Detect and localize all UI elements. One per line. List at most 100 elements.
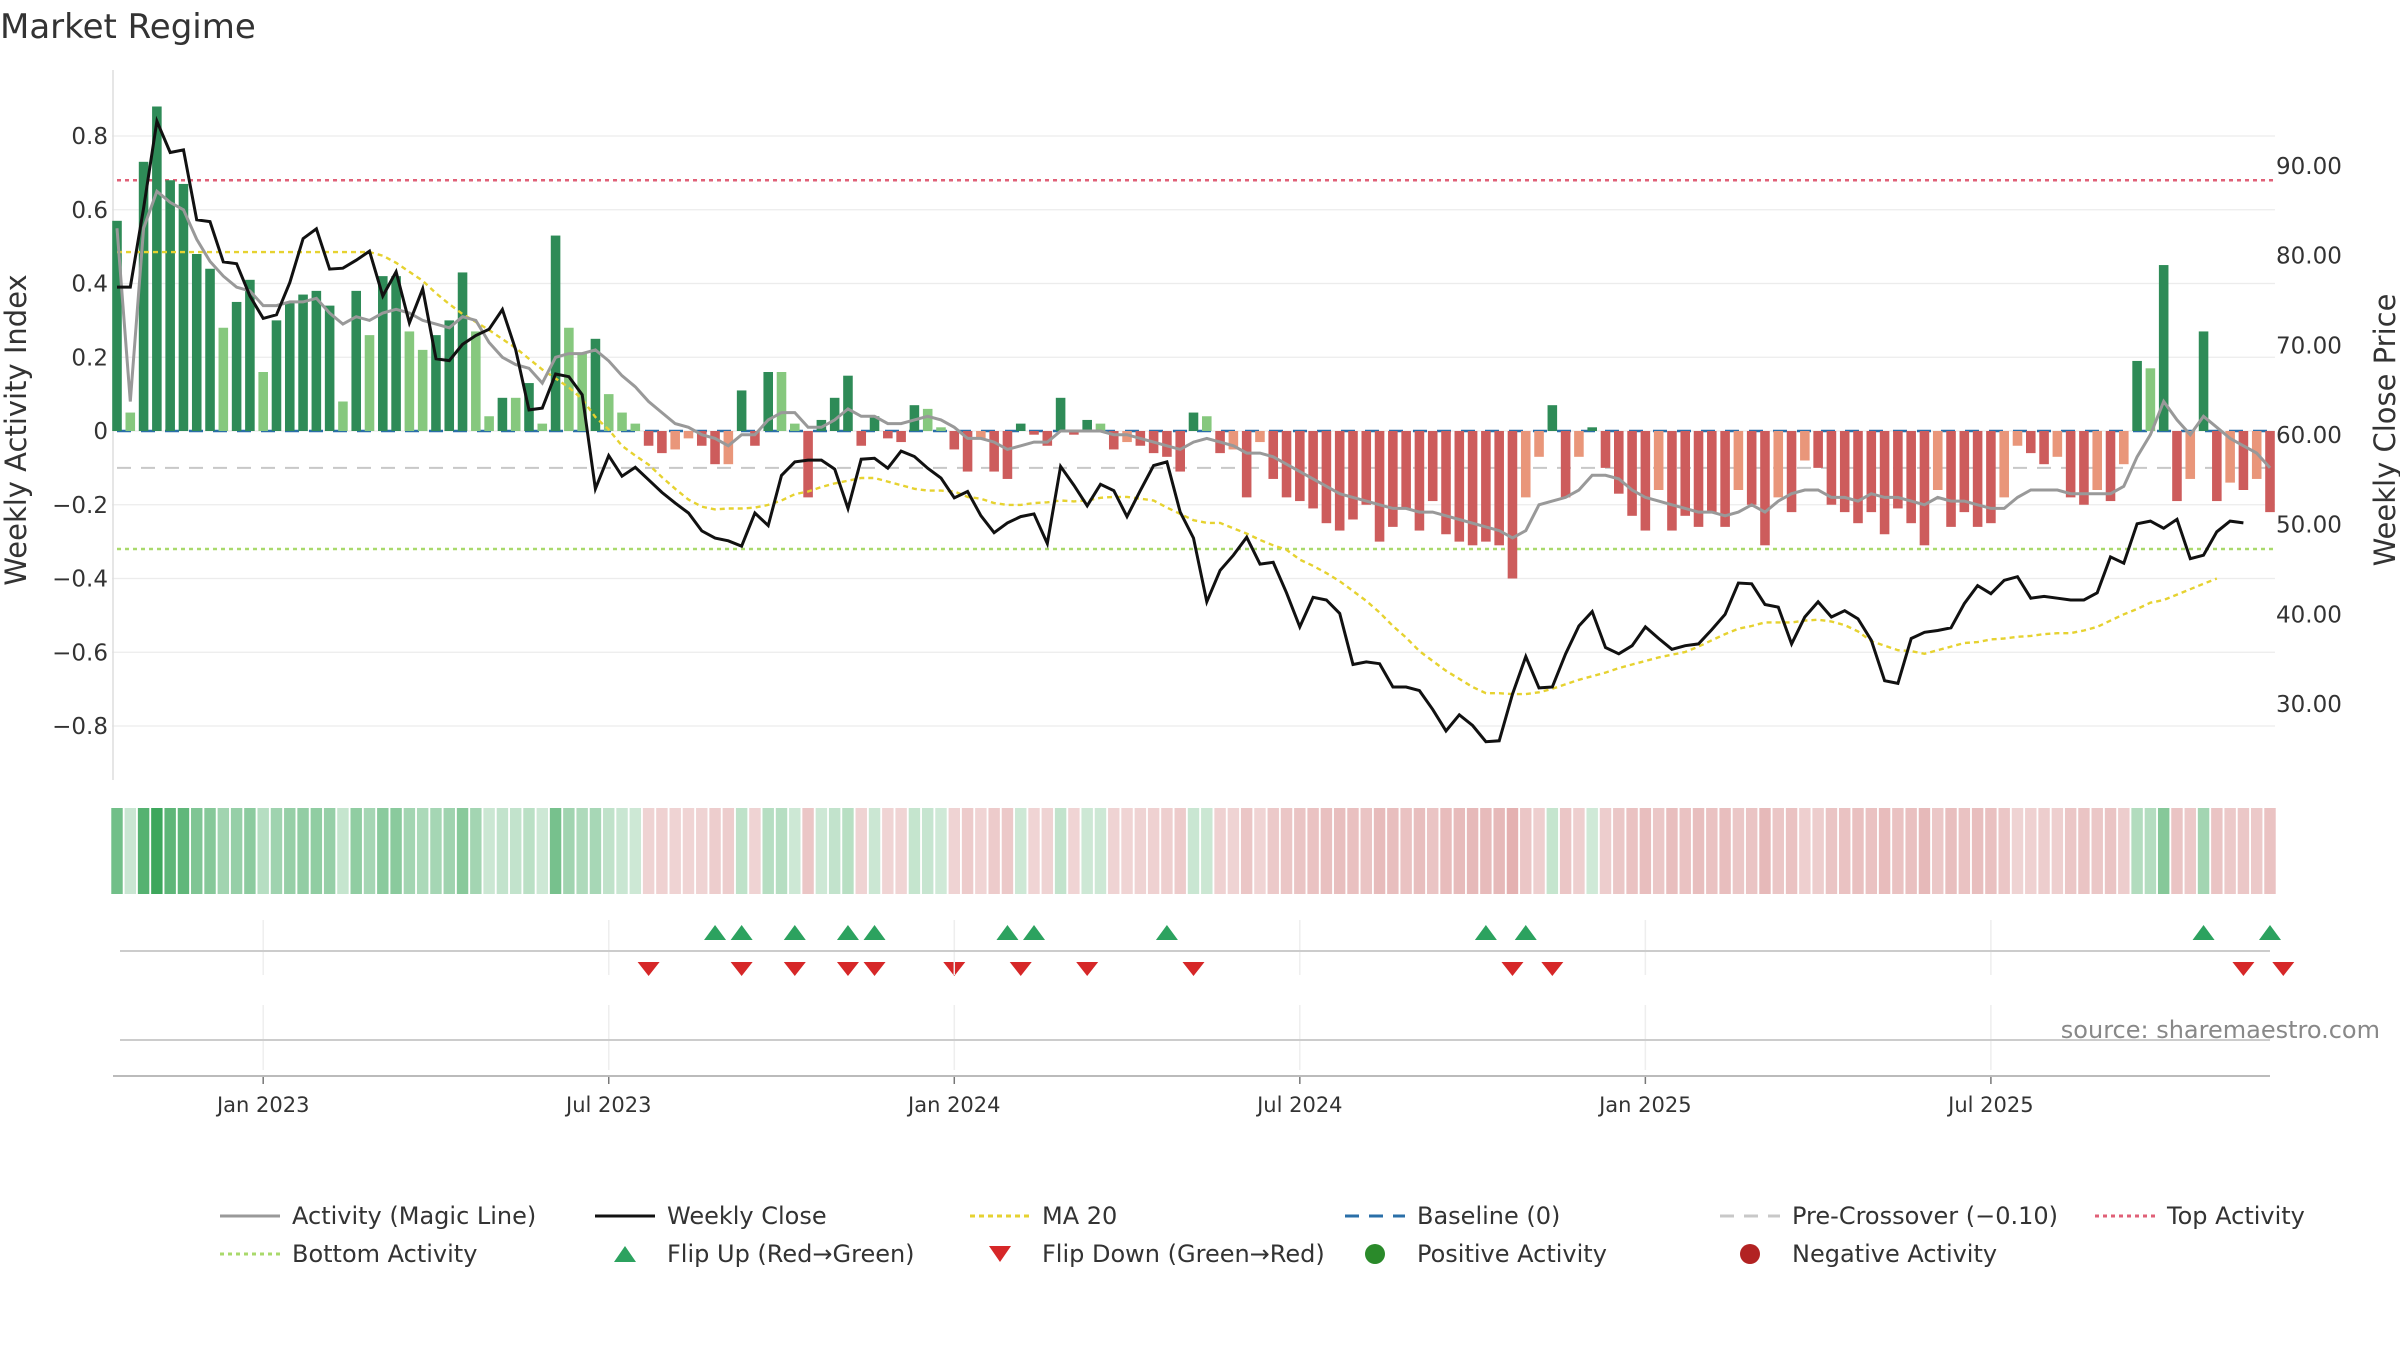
activity-bar	[391, 276, 401, 431]
x-tick-label: Jul 2024	[1255, 1093, 1342, 1117]
activity-bar	[178, 183, 189, 431]
activity-bar	[1015, 423, 1026, 431]
legend-label: Negative Activity	[1792, 1240, 1997, 1268]
y-tick-label: −0.2	[52, 493, 108, 519]
regime-strip-cell	[1214, 808, 1226, 894]
flip-down-marker	[863, 962, 886, 976]
regime-strip-cell	[1493, 808, 1505, 894]
regime-strip-cell	[270, 808, 283, 894]
activity-bar	[1162, 431, 1172, 457]
legend-swatch	[989, 1246, 1011, 1262]
activity-bar	[1095, 423, 1106, 431]
activity-bar	[1388, 431, 1398, 527]
regime-strip-cell	[696, 808, 708, 894]
regime-strip-cell	[217, 808, 230, 894]
flip-down-marker	[1541, 962, 1564, 976]
activity-bar	[1188, 412, 1199, 431]
activity-bar	[1667, 431, 1677, 531]
activity-bar	[1042, 431, 1053, 446]
activity-bar	[231, 301, 242, 431]
regime-strip-cell	[151, 808, 163, 894]
regime-strip-cell	[1905, 808, 1917, 894]
regime-strip-cell	[177, 808, 190, 894]
activity-bar	[2265, 431, 2275, 513]
regime-strip-cell	[1613, 808, 1625, 894]
regime-strip-cell	[470, 808, 482, 894]
legend-item: Pre-Crossover (−0.10)	[1720, 1202, 2058, 1230]
activity-bar	[1839, 431, 1850, 513]
y2-tick-label: 80.00	[2276, 244, 2342, 270]
activity-bar	[976, 431, 986, 439]
activity-bar	[1986, 431, 1996, 524]
activity-bar	[1640, 431, 1651, 531]
regime-strip-cell	[2184, 808, 2196, 894]
activity-bar	[1999, 431, 2009, 498]
regime-strip-cell	[603, 808, 615, 894]
activity-bar	[1507, 431, 1518, 579]
activity-bar	[2119, 431, 2129, 465]
regime-strip-cell	[1187, 808, 1200, 894]
regime-strip-cell	[669, 808, 681, 894]
activity-bar	[869, 416, 880, 431]
regime-strip-cell	[244, 808, 256, 894]
legend: Activity (Magic Line) Weekly Close MA 20 Ba…	[220, 1202, 2305, 1268]
activity-bar	[763, 372, 774, 431]
activity-bar	[1481, 431, 1491, 542]
activity-bar	[1627, 431, 1637, 516]
regime-strip-cell	[576, 808, 588, 894]
regime-strip-cell	[789, 808, 801, 894]
regime-strip-cell	[2237, 808, 2250, 894]
activity-bar	[351, 290, 362, 431]
activity-bar	[1972, 431, 1983, 527]
regime-strip-cell	[1161, 808, 1173, 894]
regime-strip-cell	[1559, 808, 1572, 894]
regime-strip-cell	[2038, 808, 2050, 894]
activity-bar	[484, 416, 494, 431]
activity-bar	[338, 401, 348, 431]
regime-strip-cell	[1998, 808, 2010, 894]
activity-bar	[245, 279, 255, 431]
regime-strip-cell	[815, 808, 828, 894]
regime-strip-cell	[2064, 808, 2077, 894]
regime-strip-cell	[2250, 808, 2263, 894]
regime-strip-cell	[1759, 808, 1771, 894]
regime-strip-cell	[722, 808, 735, 894]
activity-bar	[803, 431, 813, 498]
regime-strip-cell	[802, 808, 814, 894]
regime-strip-cell	[1267, 808, 1279, 894]
y-tick-label: 0	[93, 419, 108, 445]
activity-bar	[324, 305, 335, 431]
regime-strip-cell	[1626, 808, 1638, 894]
regime-strip-cell	[1121, 808, 1133, 894]
regime-strip-cell	[1573, 808, 1585, 894]
legend-label: Bottom Activity	[292, 1240, 477, 1268]
activity-bar	[1454, 431, 1465, 542]
legend-item: Weekly Close	[595, 1202, 827, 1230]
regime-strip-cell	[257, 808, 269, 894]
activity-bar	[1321, 431, 1332, 524]
regime-strip-cell	[828, 808, 841, 894]
activity-bar	[1893, 431, 1903, 509]
activity-bar	[683, 431, 694, 439]
regime-strip-cell	[1387, 808, 1399, 894]
activity-bar	[2238, 431, 2249, 490]
legend-item: Top Activity	[2095, 1202, 2305, 1230]
x-tick-label: Jan 2024	[906, 1093, 1001, 1117]
flip-up-marker	[704, 925, 727, 940]
flip-down-marker	[2272, 962, 2295, 976]
activity-bar	[1241, 431, 1252, 498]
regime-strip-cell	[682, 808, 695, 894]
legend-label: Flip Down (Green→Red)	[1042, 1240, 1325, 1268]
legend-item: MA 20	[970, 1202, 1117, 1230]
activity-bar	[311, 290, 322, 431]
flip-up-marker	[1155, 925, 1178, 940]
regime-strip-cell	[1839, 808, 1851, 894]
activity-bar	[1308, 431, 1318, 509]
activity-bar	[643, 431, 654, 446]
activity-bar	[630, 423, 641, 431]
activity-bar	[829, 397, 840, 431]
regime-strip-cell	[1147, 808, 1160, 894]
activity-bar	[1560, 431, 1571, 498]
activity-bar	[1427, 431, 1438, 502]
activity-bar	[1334, 431, 1345, 531]
